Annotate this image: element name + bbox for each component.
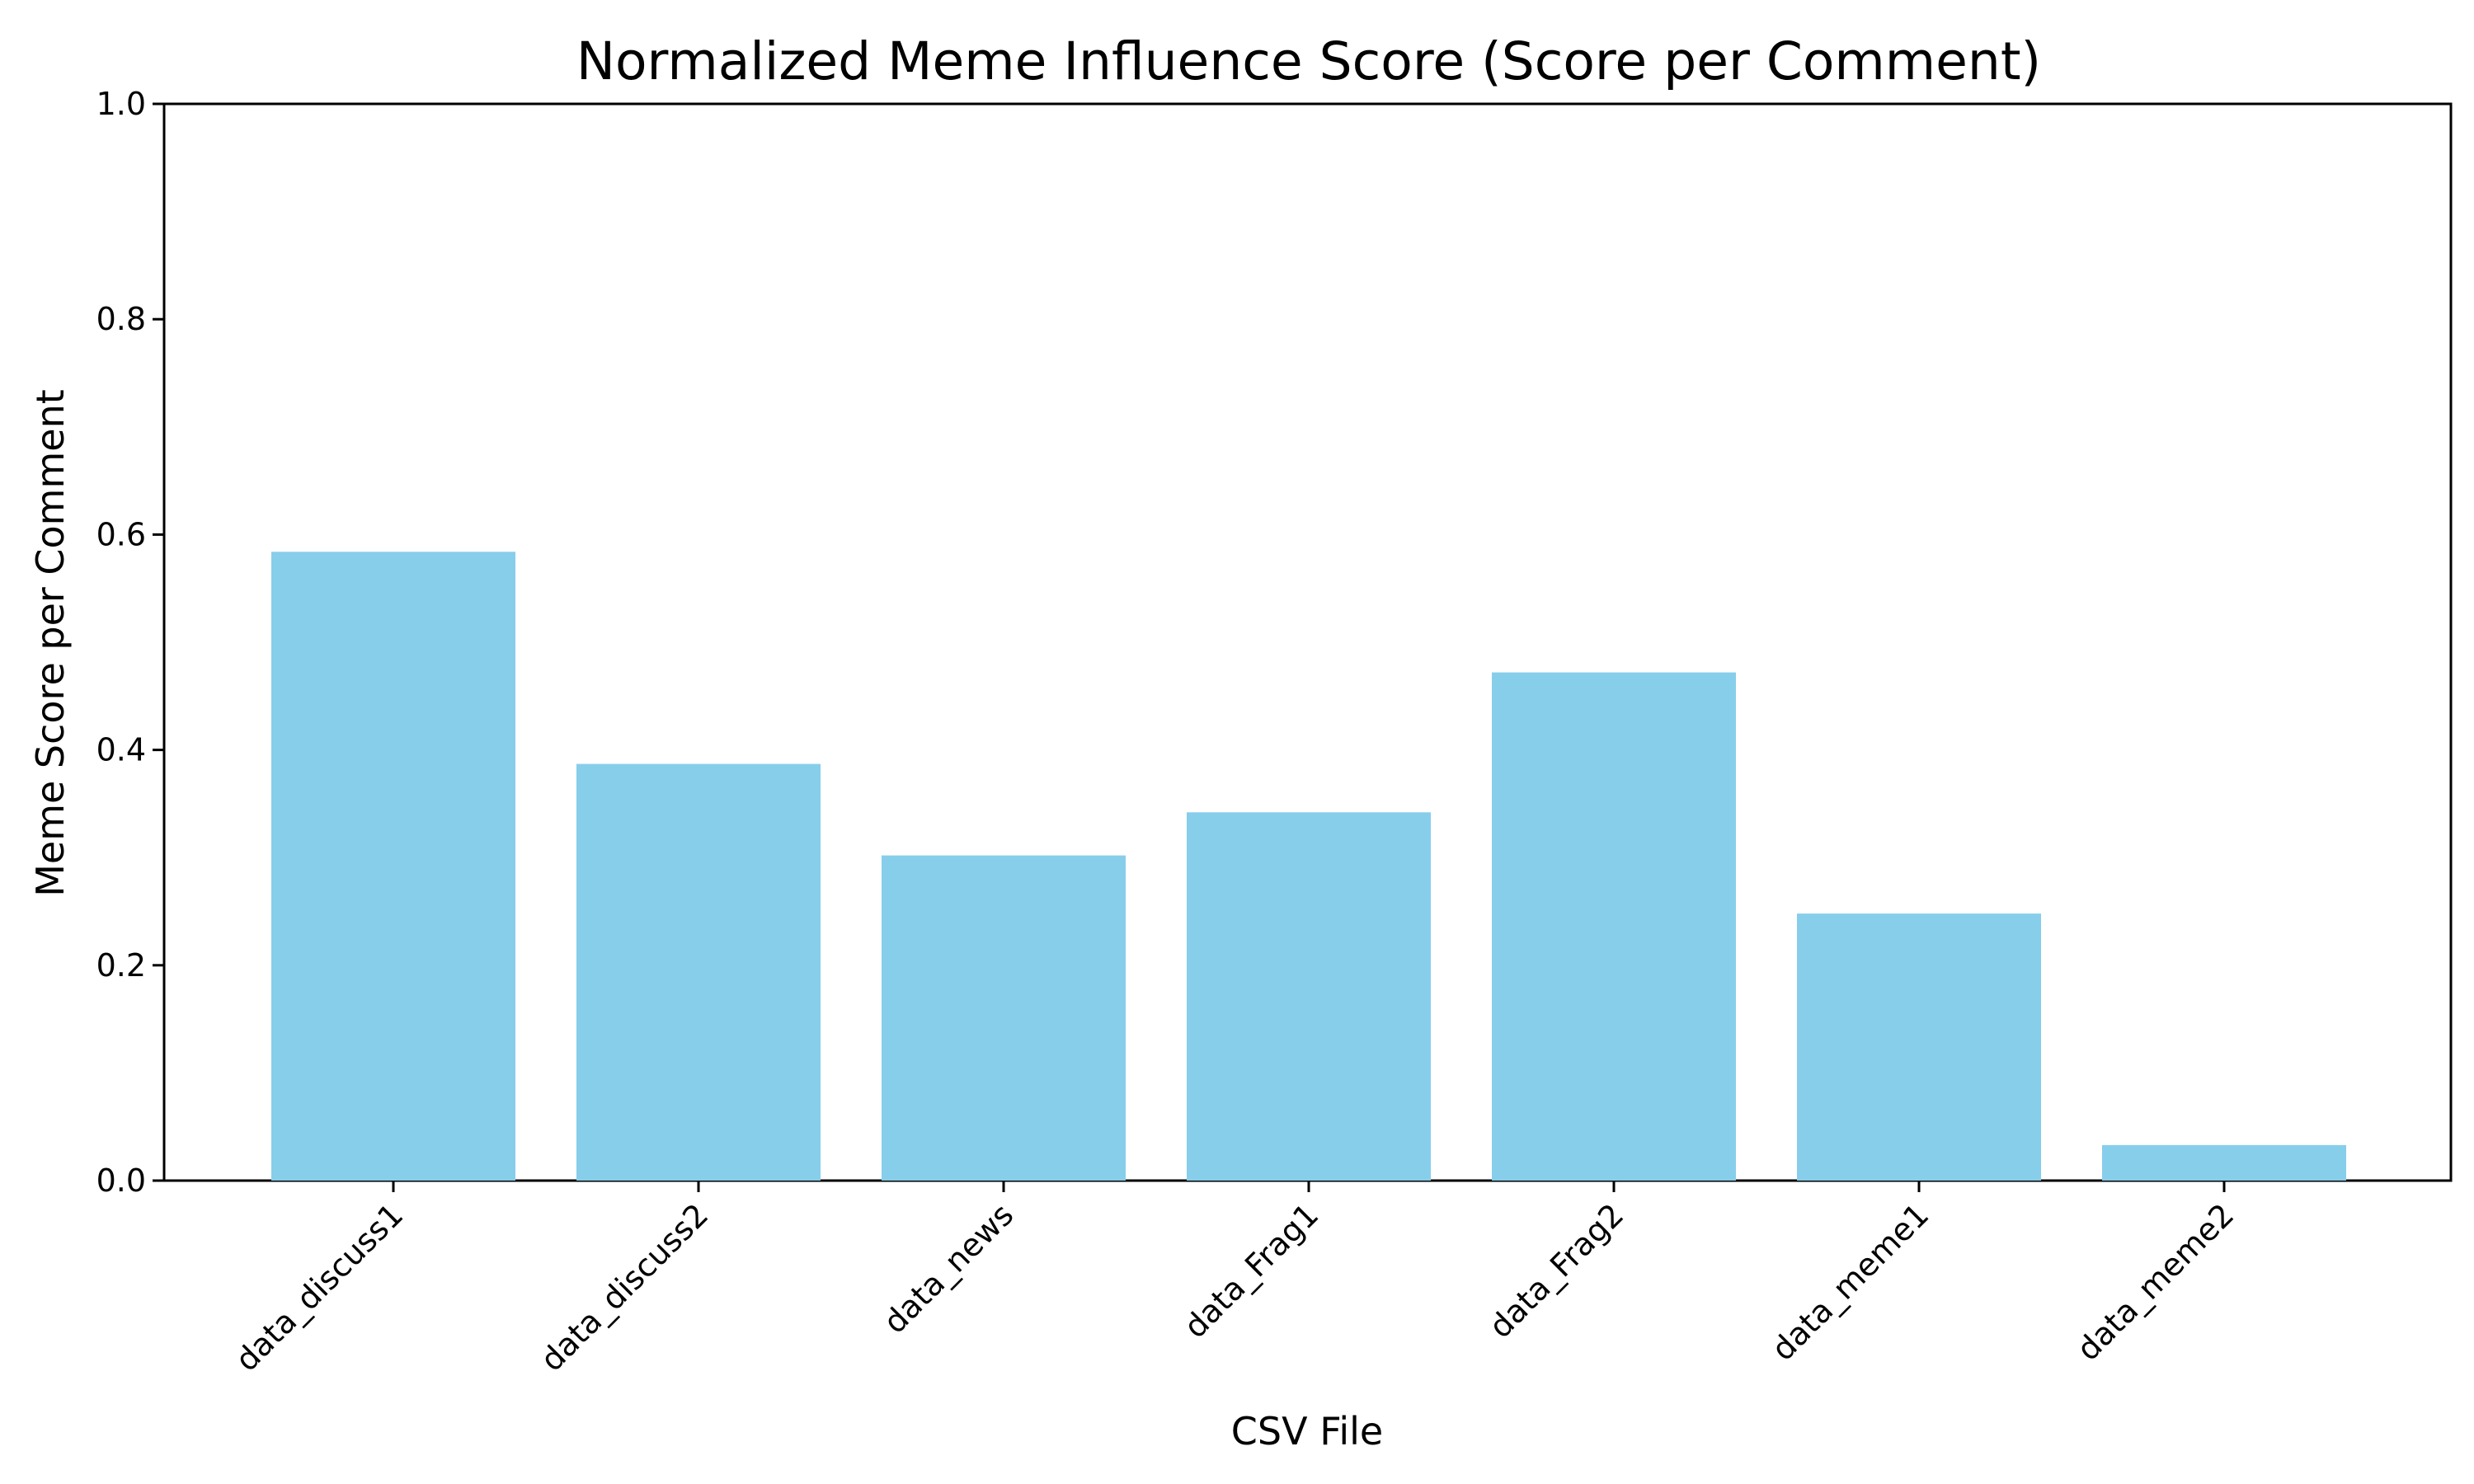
y-tick-label: 0.6 [96, 516, 146, 552]
x-tick-label: data_news [877, 1196, 1021, 1341]
x-tick-label: data_discuss2 [534, 1196, 715, 1378]
x-tick-label: data_meme2 [2070, 1196, 2241, 1368]
y-tick-label: 0.2 [96, 947, 146, 984]
bar [2102, 1144, 2346, 1181]
y-tick-label: 1.0 [96, 86, 146, 122]
y-tick-label: 0.0 [96, 1162, 146, 1199]
bar [1187, 812, 1431, 1181]
bar [1797, 913, 2041, 1181]
bar [271, 552, 515, 1181]
bar [576, 763, 821, 1181]
x-tick-label: data_meme1 [1765, 1196, 1936, 1368]
y-tick-label: 0.8 [96, 301, 146, 337]
x-axis-ticks: data_discuss1 data_discuss2 data_news data_… [228, 1181, 2241, 1378]
bars-group [271, 552, 2346, 1181]
y-axis-ticks: 0.0 0.2 0.4 0.6 0.8 1.0 [96, 86, 164, 1199]
chart-title: Normalized Meme Influence Score (Score p… [576, 31, 2041, 92]
x-axis-label: CSV File [1231, 1409, 1383, 1453]
bar [882, 855, 1126, 1181]
y-tick-label: 0.4 [96, 732, 146, 768]
bar [1492, 672, 1736, 1181]
y-axis-label: Meme Score per Comment [28, 389, 73, 897]
x-tick-label: data_discuss1 [228, 1196, 410, 1378]
x-tick-label: data_Frag2 [1482, 1196, 1630, 1345]
x-tick-label: data_Frag1 [1177, 1196, 1325, 1345]
